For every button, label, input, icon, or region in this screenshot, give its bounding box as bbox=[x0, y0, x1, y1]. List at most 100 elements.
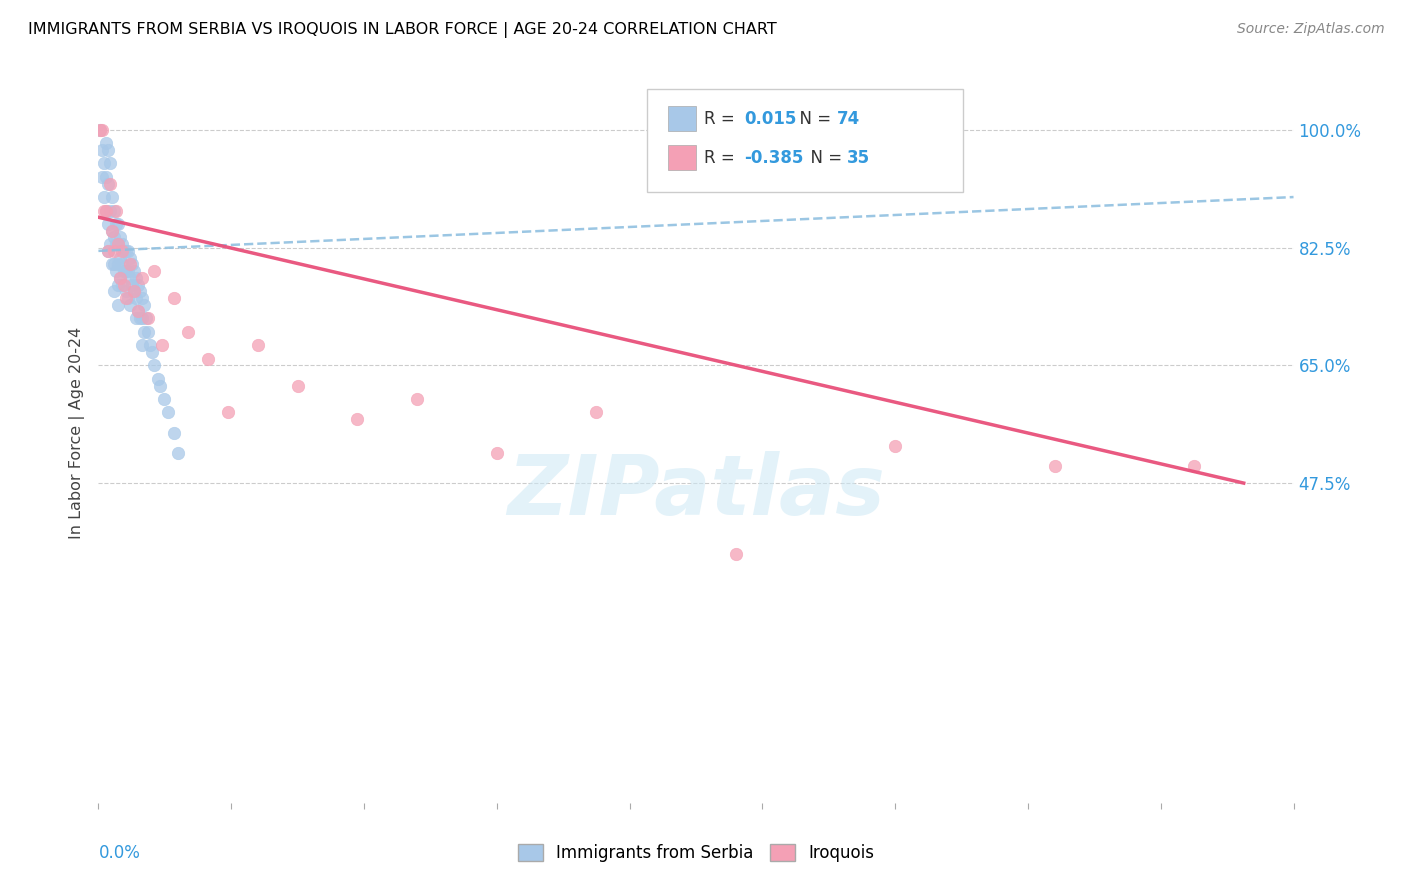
Point bbox=[93, 203, 115, 218]
Point bbox=[129, 311, 152, 326]
Point bbox=[98, 156, 122, 170]
Point bbox=[111, 277, 134, 292]
Point bbox=[112, 244, 135, 258]
Point bbox=[167, 446, 190, 460]
Point bbox=[105, 264, 128, 278]
Point bbox=[96, 203, 118, 218]
Point bbox=[110, 270, 132, 285]
Point bbox=[115, 291, 138, 305]
Point bbox=[103, 203, 125, 218]
Point bbox=[134, 298, 156, 312]
Point bbox=[89, 122, 111, 136]
Point bbox=[97, 143, 120, 157]
Point bbox=[346, 412, 368, 426]
Point bbox=[120, 257, 142, 271]
Point bbox=[103, 285, 125, 299]
Point bbox=[143, 359, 166, 373]
Point bbox=[107, 237, 129, 252]
Point bbox=[153, 392, 176, 406]
Point bbox=[121, 257, 143, 271]
Text: N =: N = bbox=[800, 149, 848, 167]
Text: 0.0%: 0.0% bbox=[98, 844, 141, 862]
Text: ZIPatlas: ZIPatlas bbox=[508, 451, 884, 533]
Point bbox=[120, 298, 142, 312]
Point bbox=[124, 285, 146, 299]
Point bbox=[141, 344, 163, 359]
Y-axis label: In Labor Force | Age 20-24: In Labor Force | Age 20-24 bbox=[69, 326, 86, 539]
Point bbox=[97, 217, 120, 231]
Point bbox=[110, 251, 132, 265]
Point bbox=[110, 230, 132, 244]
Point bbox=[131, 291, 153, 305]
Point bbox=[93, 190, 115, 204]
Point bbox=[485, 446, 508, 460]
Point bbox=[111, 257, 134, 271]
Point bbox=[125, 291, 148, 305]
Point bbox=[96, 136, 118, 151]
Point bbox=[143, 264, 166, 278]
Point bbox=[107, 257, 129, 271]
Point bbox=[197, 351, 219, 366]
Point bbox=[112, 277, 135, 292]
Point bbox=[125, 270, 148, 285]
Point bbox=[125, 311, 148, 326]
Point bbox=[1043, 459, 1066, 474]
Point bbox=[101, 257, 124, 271]
Point bbox=[98, 237, 122, 252]
Point bbox=[101, 224, 124, 238]
Point bbox=[121, 277, 143, 292]
Point bbox=[124, 285, 146, 299]
Point bbox=[120, 270, 142, 285]
Point bbox=[150, 338, 173, 352]
Point bbox=[136, 325, 159, 339]
Point bbox=[585, 405, 607, 419]
Point bbox=[127, 304, 149, 318]
Text: R =: R = bbox=[704, 149, 741, 167]
Point bbox=[111, 244, 134, 258]
Point bbox=[96, 169, 118, 184]
Point bbox=[107, 237, 129, 252]
Point bbox=[111, 237, 134, 252]
Point bbox=[127, 277, 149, 292]
Point bbox=[97, 177, 120, 191]
Point bbox=[96, 203, 118, 218]
Legend: Immigrants from Serbia, Iroquois: Immigrants from Serbia, Iroquois bbox=[510, 837, 882, 869]
Point bbox=[107, 217, 129, 231]
Point bbox=[217, 405, 239, 419]
Text: 35: 35 bbox=[846, 149, 869, 167]
Text: IMMIGRANTS FROM SERBIA VS IROQUOIS IN LABOR FORCE | AGE 20-24 CORRELATION CHART: IMMIGRANTS FROM SERBIA VS IROQUOIS IN LA… bbox=[28, 22, 778, 38]
Point bbox=[91, 143, 114, 157]
Point bbox=[406, 392, 429, 406]
Point bbox=[163, 425, 186, 440]
Text: Source: ZipAtlas.com: Source: ZipAtlas.com bbox=[1237, 22, 1385, 37]
Point bbox=[117, 291, 139, 305]
Point bbox=[93, 156, 115, 170]
Text: N =: N = bbox=[789, 110, 837, 128]
Point bbox=[115, 244, 138, 258]
Point bbox=[124, 264, 146, 278]
Text: 0.015: 0.015 bbox=[744, 110, 796, 128]
Point bbox=[287, 378, 309, 392]
Point bbox=[131, 338, 153, 352]
Point bbox=[139, 338, 162, 352]
Point bbox=[131, 270, 153, 285]
Point bbox=[117, 244, 139, 258]
Point bbox=[107, 298, 129, 312]
Point bbox=[105, 217, 128, 231]
Point bbox=[148, 372, 170, 386]
Point bbox=[129, 285, 152, 299]
Point bbox=[112, 264, 135, 278]
Point bbox=[131, 311, 153, 326]
Point bbox=[101, 224, 124, 238]
Point bbox=[117, 264, 139, 278]
Point bbox=[91, 169, 114, 184]
Point bbox=[724, 547, 747, 561]
Point bbox=[246, 338, 269, 352]
Point bbox=[91, 122, 114, 136]
Point bbox=[97, 244, 120, 258]
Point bbox=[101, 190, 124, 204]
Point bbox=[97, 244, 120, 258]
Point bbox=[103, 257, 125, 271]
Text: -0.385: -0.385 bbox=[744, 149, 803, 167]
Point bbox=[89, 122, 111, 136]
